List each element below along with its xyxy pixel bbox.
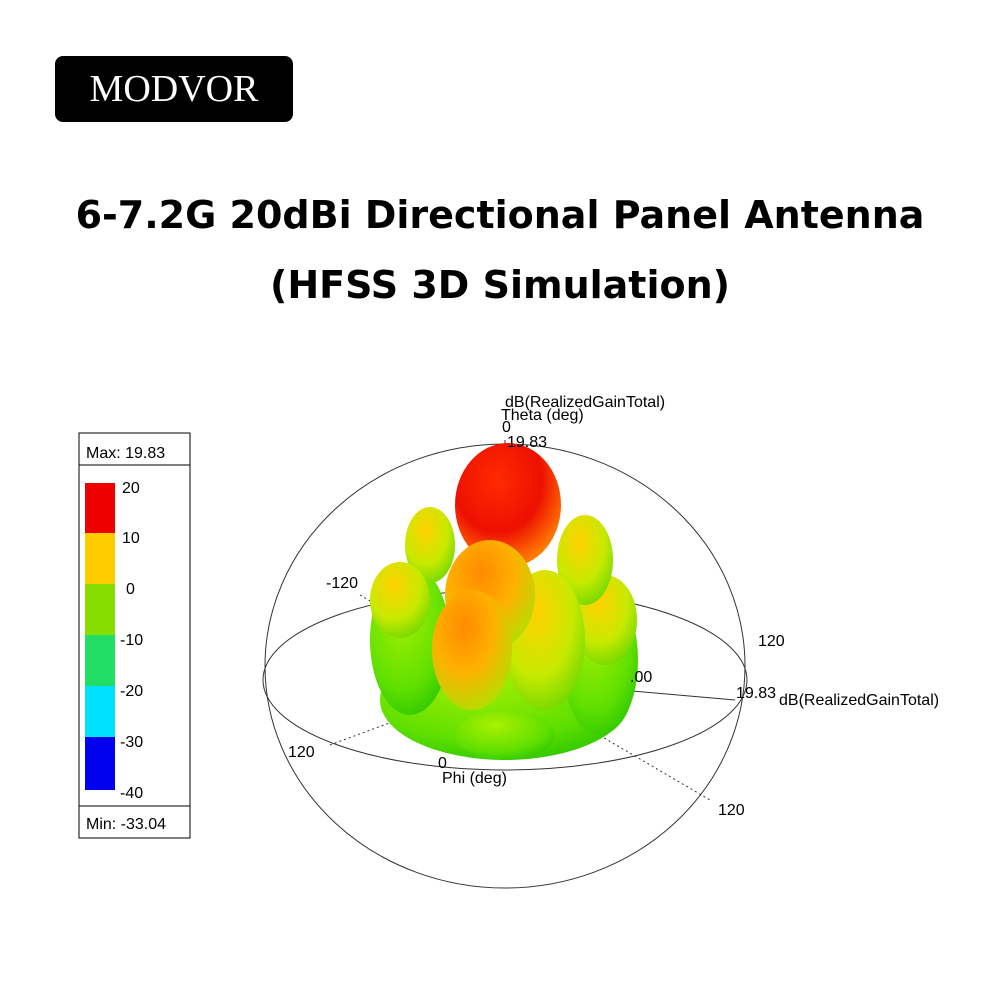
phi-zero: 0 bbox=[438, 755, 447, 772]
legend: Max: 19.83 Min: -33.04 20 10 0 -10 -20 -… bbox=[78, 432, 191, 839]
legend-tick: 0 bbox=[126, 581, 135, 598]
color-band bbox=[85, 686, 115, 737]
legend-min: Min: -33.04 bbox=[86, 816, 166, 833]
legend-tick: -40 bbox=[120, 785, 143, 802]
legend-tick: 10 bbox=[122, 530, 140, 547]
center-label: .00 bbox=[630, 669, 652, 686]
theta-zero: 0 bbox=[502, 419, 511, 436]
color-band bbox=[85, 483, 115, 533]
main-lobe bbox=[455, 443, 561, 567]
quantity-label: dB(RealizedGainTotal) bbox=[505, 394, 665, 411]
tick-label: -120 bbox=[326, 575, 358, 592]
tick-label: 120 bbox=[758, 633, 785, 650]
color-band bbox=[85, 737, 115, 790]
plot-labels: dB(RealizedGainTotal) Theta (deg) 0 19.8… bbox=[288, 394, 939, 819]
legend-tick: 20 bbox=[122, 480, 140, 497]
quantity-label: dB(RealizedGainTotal) bbox=[779, 692, 939, 709]
brand: MODVOR bbox=[90, 68, 260, 110]
tick-label: 120 bbox=[288, 744, 315, 761]
phi-label: Phi (deg) bbox=[442, 770, 507, 787]
max-label: 19.83 bbox=[507, 434, 547, 451]
legend-max: Max: 19.83 bbox=[86, 445, 165, 462]
max-label: 19.83 bbox=[736, 685, 776, 702]
color-band bbox=[85, 584, 115, 635]
subtitle: (HFSS 3D Simulation) bbox=[270, 263, 730, 307]
brand-box bbox=[55, 56, 293, 122]
lobe bbox=[557, 515, 613, 605]
legend-tick: -10 bbox=[120, 632, 143, 649]
lobe bbox=[432, 590, 512, 710]
theta-label: Theta (deg) bbox=[501, 407, 584, 424]
legend-tick: -20 bbox=[120, 683, 143, 700]
legend-tick: -30 bbox=[120, 734, 143, 751]
title: 6-7.2G 20dBi Directional Panel Antenna bbox=[76, 193, 925, 237]
tick-label: 120 bbox=[718, 802, 745, 819]
lobe bbox=[405, 507, 455, 583]
lobe bbox=[455, 710, 555, 760]
color-band bbox=[85, 533, 115, 584]
color-band bbox=[85, 635, 115, 686]
lobe bbox=[370, 562, 430, 638]
pattern-lobes bbox=[370, 443, 638, 760]
